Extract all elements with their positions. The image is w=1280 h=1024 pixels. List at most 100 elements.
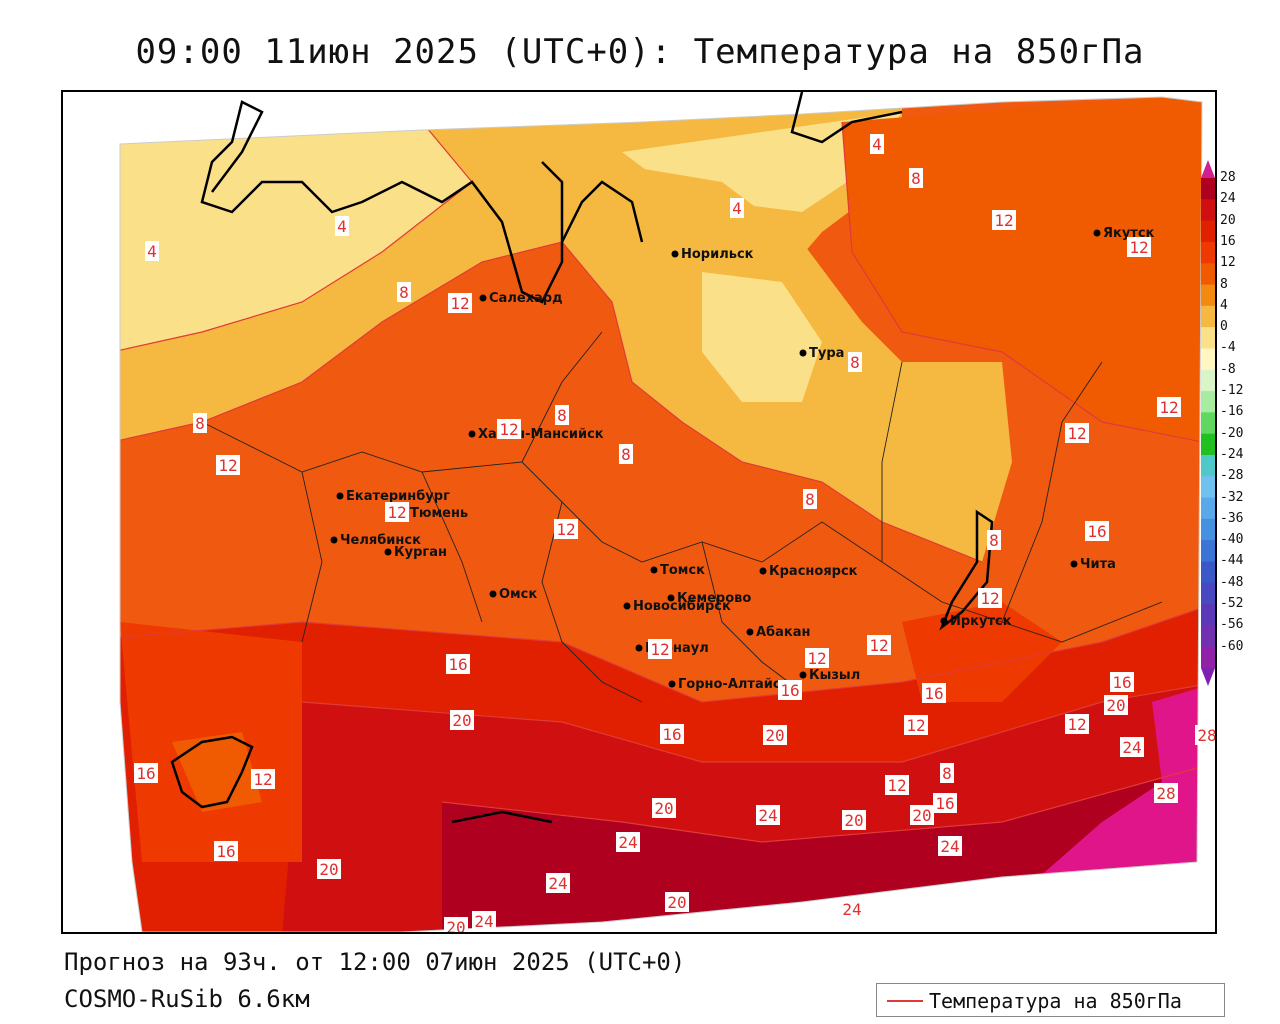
temperature-map[interactable]: ЯкутскНорильскСалехардТураХанты-Мансийск…	[63, 92, 1217, 934]
isotherm-label-bg	[1127, 237, 1151, 257]
isotherm-label: 12	[251, 769, 275, 789]
city-marker[interactable]: Барнаул	[635, 641, 709, 656]
colorbar-swatch	[1201, 220, 1215, 243]
city-marker[interactable]: Томск	[650, 563, 706, 578]
isotherm-label-text: 4	[872, 135, 882, 154]
colorbar-swatch	[1201, 518, 1215, 541]
isotherm-label: 8	[987, 530, 1001, 550]
city-label: Красноярск	[769, 564, 858, 579]
isotherm-label-bg	[145, 241, 159, 261]
city-dot	[489, 590, 497, 598]
city-marker[interactable]: Челябинск	[330, 533, 422, 548]
isotherm-label: 8	[803, 489, 817, 509]
isotherm-label-bg	[555, 405, 569, 425]
city-dot	[650, 566, 658, 574]
city-dot	[940, 617, 948, 625]
isotherm-label-text: 8	[621, 445, 631, 464]
city-dot	[759, 567, 767, 575]
city-dot	[746, 628, 754, 636]
isotherm-label: 12	[805, 648, 829, 668]
isotherm-label-text: 16	[216, 842, 235, 861]
city-marker[interactable]: Екатеринбург	[336, 489, 451, 504]
colorbar-swatch	[1201, 561, 1215, 584]
city-marker[interactable]: Чита	[1070, 557, 1116, 572]
isotherm-label-text: 8	[399, 283, 409, 302]
city-marker[interactable]: Салехард	[479, 291, 563, 306]
isotherm-label: 20	[665, 892, 689, 912]
isotherm-label-text: 12	[253, 770, 272, 789]
isotherm-label-text: 24	[758, 806, 777, 825]
city-marker[interactable]: Горно-Алтайск	[668, 677, 790, 692]
isotherm-label-bg	[987, 530, 1001, 550]
colorbar	[1201, 160, 1215, 686]
city-marker[interactable]: Абакан	[746, 625, 811, 640]
city-marker[interactable]: Курган	[384, 545, 447, 560]
colorbar-swatch	[1201, 646, 1215, 669]
temperature-field	[120, 97, 1202, 932]
isotherm-label-text: 12	[499, 420, 518, 439]
isotherm-label-bg	[472, 911, 496, 931]
colorbar-tick-label: -52	[1220, 596, 1244, 612]
city-dot	[671, 250, 679, 258]
colorbar-swatch	[1201, 604, 1215, 626]
city-marker[interactable]: Кызыл	[799, 668, 861, 683]
city-marker[interactable]: Омск	[489, 587, 538, 602]
isotherm-label: 8	[193, 413, 207, 433]
colorbar-tick-label: -28	[1220, 468, 1244, 484]
isotherm-label: 12	[1065, 423, 1089, 443]
isotherm-label-bg	[317, 859, 341, 879]
isotherm-label-text: 20	[452, 711, 471, 730]
isotherm-label-bg	[922, 683, 946, 703]
colorbar-swatch	[1201, 625, 1215, 648]
colorbar-swatch	[1201, 305, 1215, 328]
colorbar-tick-label: -24	[1220, 446, 1244, 462]
isotherm-label-bg	[444, 917, 468, 932]
isotherm-label-text: 8	[911, 169, 921, 188]
isotherm-label: 28	[1154, 783, 1178, 803]
isotherm-label-bg	[1195, 725, 1215, 745]
isotherm-label-bg	[448, 293, 472, 313]
isotherm-label: 24	[616, 832, 640, 852]
city-label: Иркутск	[950, 614, 1012, 629]
isotherm-label-text: 24	[1122, 738, 1141, 757]
colorbar-swatch	[1201, 241, 1215, 264]
colorbar-tick-label: -36	[1220, 510, 1244, 526]
isotherm-label-text: 12	[1067, 715, 1086, 734]
isotherm-label: 16	[1110, 672, 1134, 692]
isotherm-label: 12	[978, 588, 1002, 608]
city-marker[interactable]: Тура	[799, 346, 845, 361]
map-title: 09:00 11июн 2025 (UTC+0): Температура на…	[135, 32, 1145, 72]
isotherm-label-bg	[730, 198, 744, 218]
isotherm-label-text: 20	[319, 860, 338, 879]
colorbar-tick-label: -60	[1220, 638, 1244, 654]
colorbar-swatch	[1201, 348, 1215, 371]
isotherm-label: 16	[778, 680, 802, 700]
city-marker[interactable]: Кемерово	[667, 591, 752, 606]
isotherm-label-bg	[660, 724, 684, 744]
isotherm-label-text: 12	[906, 716, 925, 735]
map-frame[interactable]: Якутск Норильск Салехард Тура Ханты-Мансийск…	[61, 90, 1217, 934]
isotherm-label-bg	[450, 710, 474, 730]
colorbar-tick-label: 16	[1220, 233, 1236, 249]
isotherm-label-text: 8	[805, 490, 815, 509]
domain-outline	[119, 96, 1203, 932]
city-marker[interactable]: Тюмень	[400, 506, 469, 521]
isotherm-label: 28	[1195, 725, 1215, 745]
colorbar-swatch	[1201, 412, 1215, 435]
city-marker[interactable]: Иркутск	[940, 614, 1012, 629]
city-marker[interactable]: Норильск	[671, 247, 754, 262]
isotherm-label: 20	[450, 710, 474, 730]
isotherm-label-text: 4	[147, 242, 157, 261]
isotherm-label-bg	[546, 873, 570, 893]
city-label: Горно-Алтайск	[678, 677, 790, 692]
city-marker[interactable]: Красноярск	[759, 564, 858, 579]
legend-box: Температура на 850гПа	[876, 983, 1225, 1017]
colorbar-tick-label: -20	[1220, 425, 1244, 441]
city-label: Омск	[499, 587, 537, 602]
isotherm-label: 20	[842, 810, 866, 830]
isotherm-label-text: 12	[218, 456, 237, 475]
isotherm-label-bg	[335, 216, 349, 236]
city-marker[interactable]: Новосибирск	[623, 599, 731, 614]
isotherm-label-bg	[446, 654, 470, 674]
city-marker[interactable]: Ханты-Мансийск	[468, 427, 604, 442]
